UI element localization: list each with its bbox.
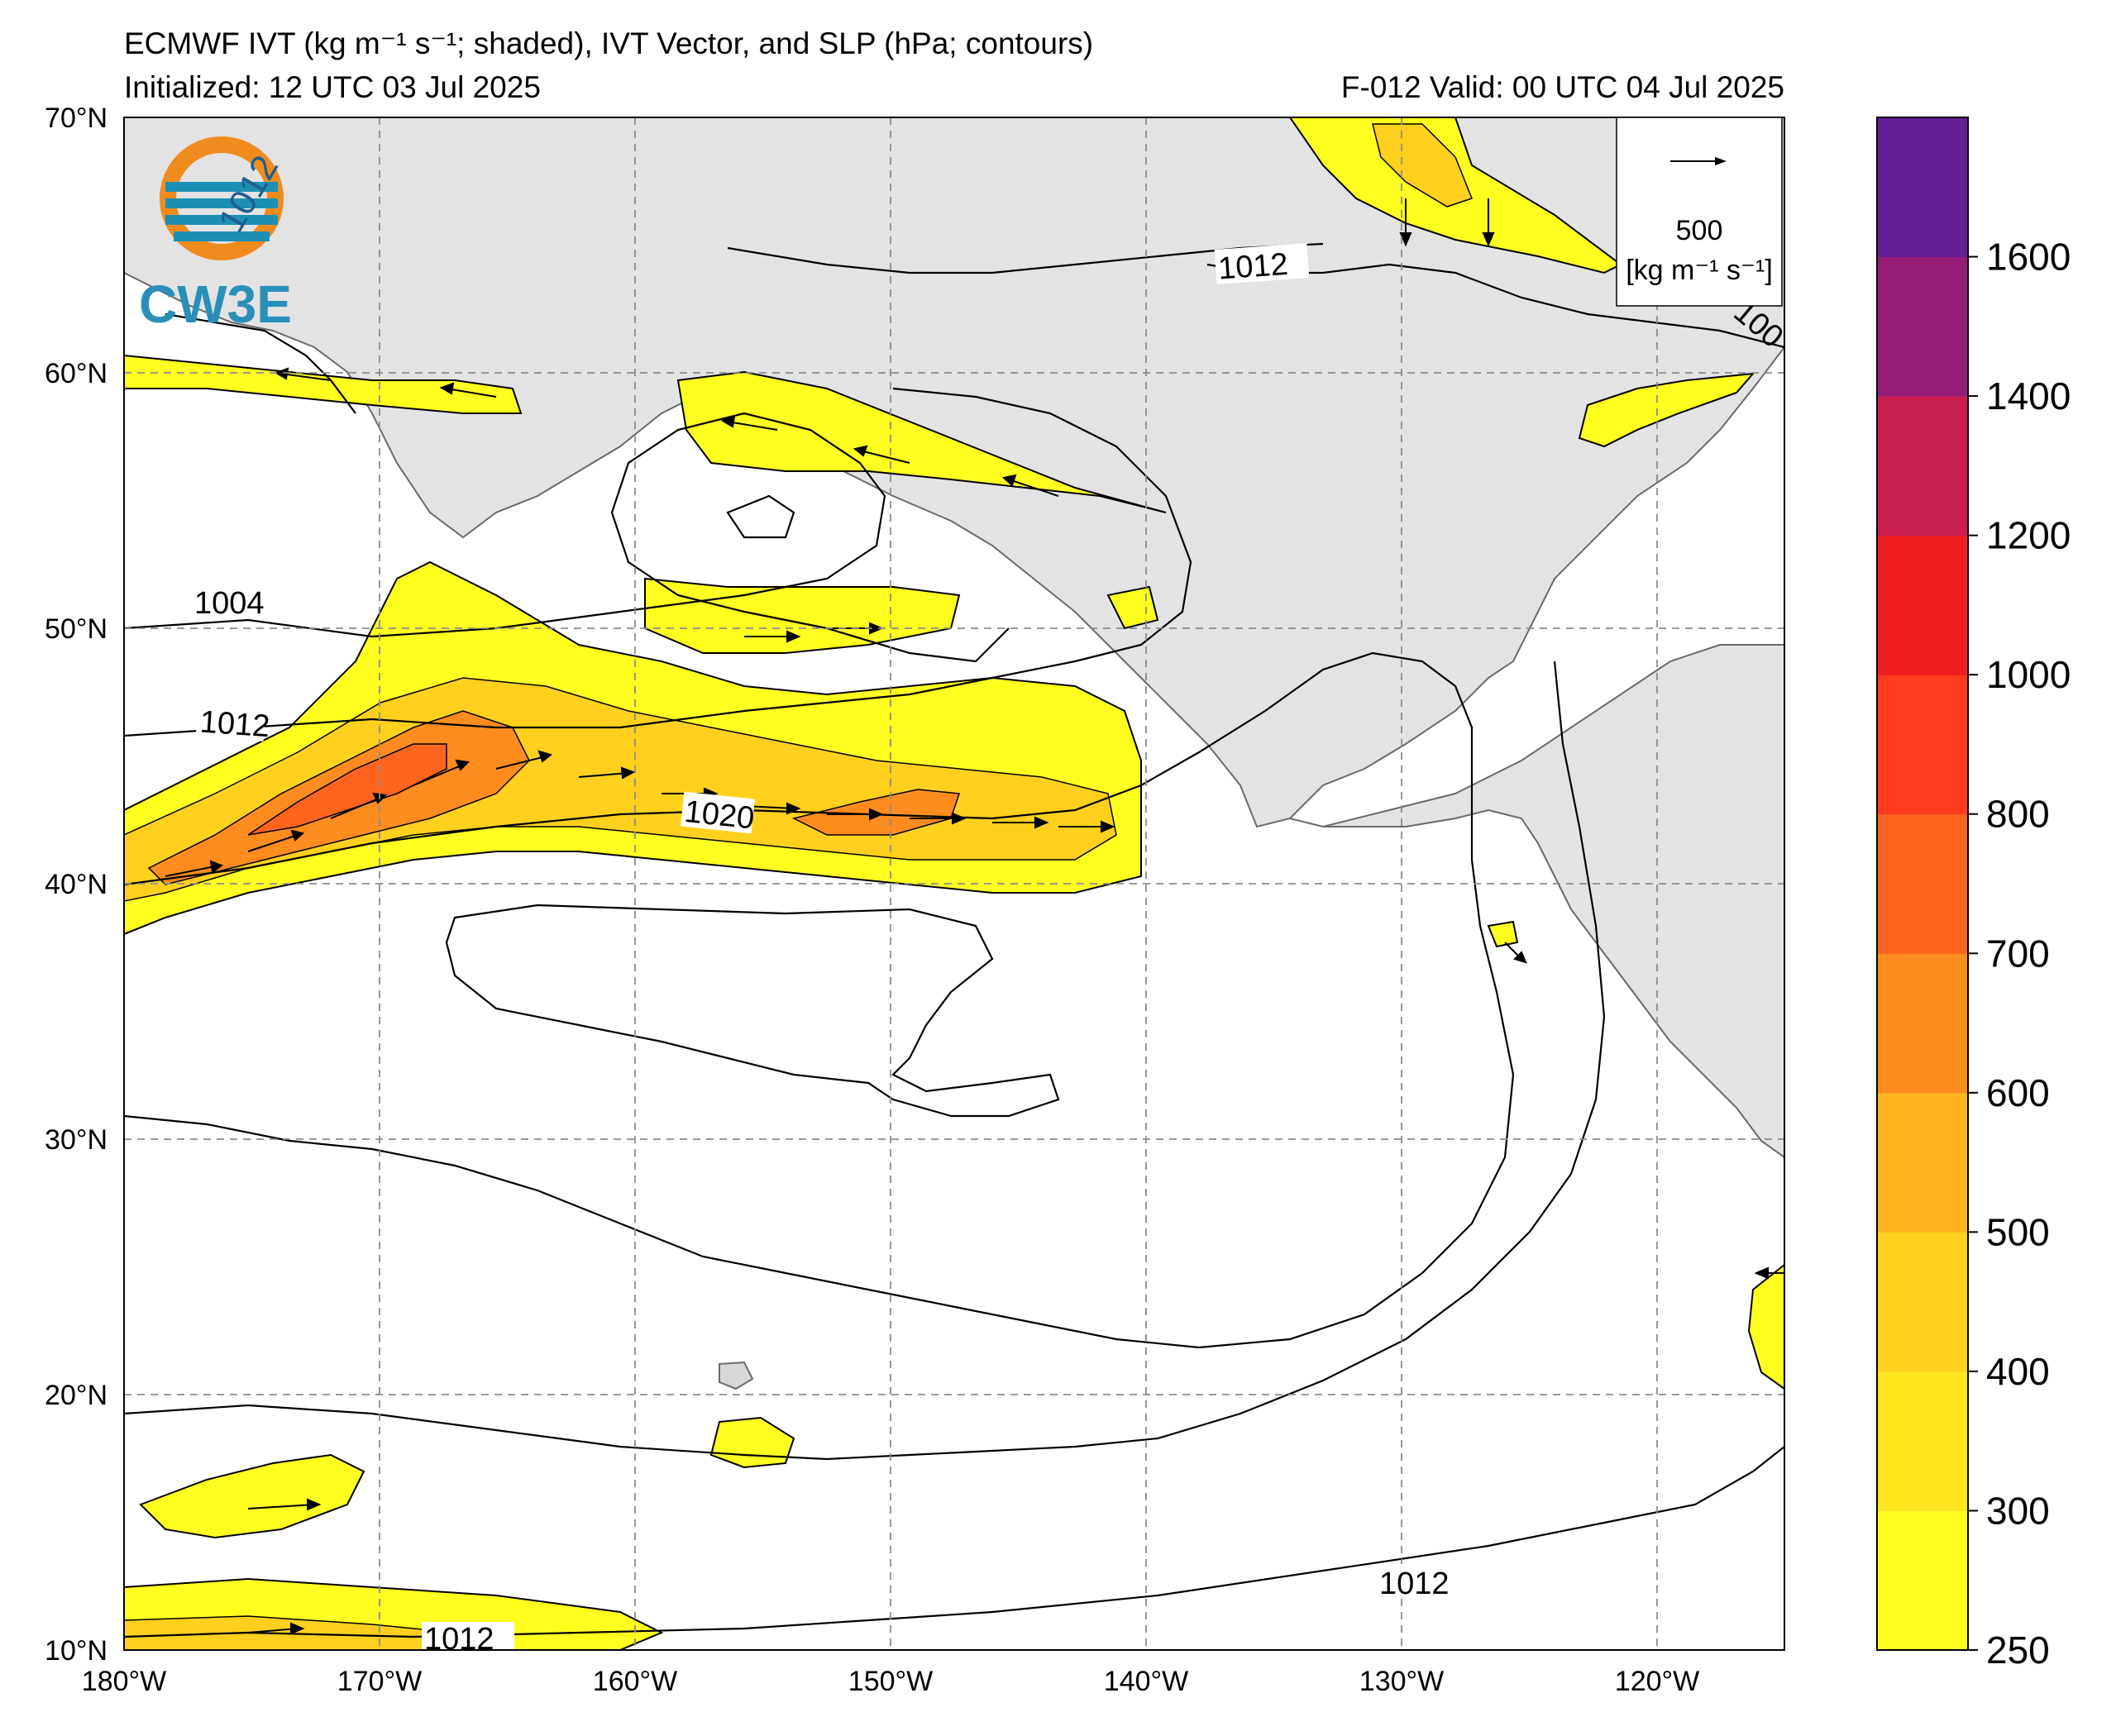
contour-label: 1012	[1379, 1567, 1450, 1601]
colorbar-tick-label: 250	[1986, 1629, 2050, 1672]
colorbar-blocks	[1877, 117, 1968, 1651]
colorbar-tick-label: 600	[1986, 1071, 2050, 1114]
logo-text: CW3E	[139, 274, 292, 334]
map-title: ECMWF IVT (kg m⁻¹ s⁻¹; shaded), IVT Vect…	[124, 26, 1093, 60]
valid-label: F-012 Valid: 00 UTC 04 Jul 2025	[1341, 70, 1784, 104]
hawaii-land	[719, 1361, 754, 1390]
colorbar-tick-label: 1000	[1986, 653, 2071, 696]
lat-tick-label: 10°N	[45, 1635, 107, 1667]
initialized-label: Initialized: 12 UTC 03 Jul 2025	[124, 70, 541, 104]
colorbar-tick-label: 1600	[1986, 236, 2071, 279]
contour-label: 1004	[194, 586, 265, 621]
vector-key-units: [kg m⁻¹ s⁻¹]	[1626, 255, 1773, 286]
contour-label: 1020	[683, 794, 756, 837]
contour-label: 1012	[198, 704, 270, 744]
lat-tick-label: 70°N	[45, 103, 107, 134]
colorbar-block	[1877, 396, 1968, 537]
colorbar-tick-label: 700	[1986, 932, 2050, 975]
colorbar-block	[1877, 675, 1968, 815]
colorbar-tick-label: 500	[1986, 1210, 2050, 1253]
lon-tick-label: 140°W	[1104, 1666, 1188, 1697]
gridlines	[124, 117, 1784, 1650]
colorbar: 250 300 400 500 600 700 800 1000 1200 1400 1600	[1876, 117, 2071, 1672]
vector-key-value: 500	[1676, 215, 1723, 246]
cw3e-logo: 1012 CW3E	[139, 136, 292, 334]
colorbar-tick-label: 300	[1986, 1489, 2050, 1532]
colorbar-block	[1877, 1232, 1968, 1372]
colorbar-tick-label: 1400	[1986, 374, 2071, 417]
colorbar-block	[1877, 1371, 1968, 1511]
ivt-shading	[124, 117, 1784, 1650]
lon-tick-label: 150°W	[848, 1666, 933, 1697]
lon-tick-label: 180°W	[82, 1666, 166, 1697]
colorbar-block	[1877, 953, 1968, 1094]
contour-label: 1012	[424, 1622, 494, 1657]
colorbar-tick-label: 800	[1986, 793, 2050, 836]
colorbar-block	[1877, 1510, 1968, 1651]
lat-tick-label: 60°N	[45, 358, 107, 389]
colorbar-ticks: 250 300 400 500 600 700 800 1000 1200 1400 1600	[1968, 236, 2071, 1672]
colorbar-block	[1877, 117, 1968, 258]
lon-tick-label: 170°W	[337, 1666, 422, 1697]
contour-label: 1012	[1217, 247, 1289, 287]
colorbar-block	[1877, 535, 1968, 675]
lon-tick-label: 120°W	[1615, 1666, 1699, 1697]
contour-labels: 1004 1012 1020 1012 1012 1012 100	[190, 243, 1784, 1657]
lat-axis: 70°N 60°N 50°N 40°N 30°N 20°N 10°N	[45, 103, 107, 1667]
colorbar-tick-label: 400	[1986, 1350, 2050, 1393]
colorbar-block	[1877, 813, 1968, 954]
lat-tick-label: 40°N	[45, 869, 107, 900]
map-panel: 1004 1012 1020 1012 1012 1012 100	[123, 117, 1785, 1657]
colorbar-block	[1877, 256, 1968, 397]
lon-tick-label: 130°W	[1359, 1666, 1444, 1697]
lon-tick-label: 160°W	[593, 1666, 677, 1697]
colorbar-block	[1877, 1092, 1968, 1233]
lat-tick-label: 30°N	[45, 1124, 107, 1156]
lat-tick-label: 20°N	[45, 1380, 107, 1411]
vector-key: 500 [kg m⁻¹ s⁻¹]	[1616, 117, 1783, 307]
lon-axis: 180°W 170°W 160°W 150°W 140°W 130°W 120°…	[82, 1666, 1699, 1697]
lat-tick-label: 50°N	[45, 613, 107, 645]
colorbar-tick-label: 1200	[1986, 514, 2071, 557]
